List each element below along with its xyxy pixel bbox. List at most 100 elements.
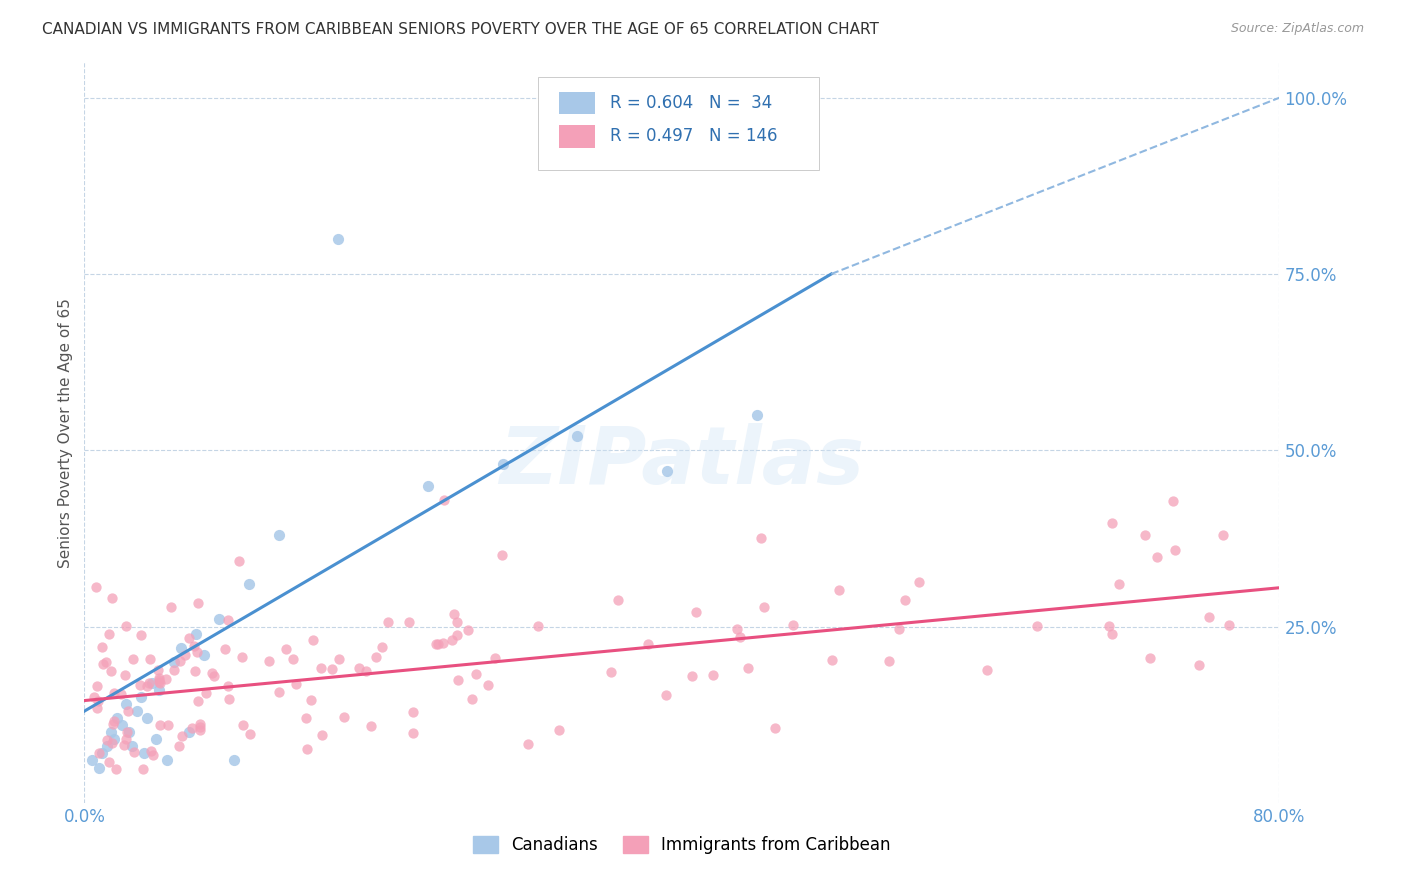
Point: [181, 721, 204, 735]
Point: [87, 694, 110, 708]
Point: [122, 651, 145, 665]
Point: [685, 605, 707, 619]
Point: [600, 665, 623, 680]
Point: [763, 721, 786, 735]
Point: [295, 711, 318, 725]
Point: [782, 618, 804, 632]
Point: [217, 679, 239, 693]
Point: [416, 478, 439, 492]
Text: ZIPatlas: ZIPatlas: [499, 423, 865, 501]
Point: [402, 706, 425, 720]
Point: [702, 667, 724, 681]
Point: [432, 636, 454, 650]
Point: [427, 637, 450, 651]
Point: [96, 739, 118, 754]
Point: [267, 685, 290, 699]
FancyBboxPatch shape: [538, 78, 820, 169]
Point: [132, 747, 156, 761]
Point: [446, 628, 468, 642]
Point: [328, 232, 350, 246]
Point: [111, 718, 134, 732]
Point: [637, 637, 659, 651]
Point: [887, 622, 910, 636]
Point: [548, 723, 571, 737]
Point: [115, 618, 138, 632]
Point: [169, 655, 191, 669]
Point: [80, 754, 103, 768]
Point: [217, 613, 239, 627]
Point: [174, 648, 197, 662]
Point: [446, 615, 468, 629]
Point: [136, 679, 159, 693]
Point: [190, 720, 212, 734]
FancyBboxPatch shape: [558, 92, 595, 114]
Point: [1101, 516, 1123, 530]
Point: [94, 655, 117, 669]
Point: [118, 725, 141, 739]
Point: [163, 655, 186, 669]
Point: [655, 464, 678, 478]
Point: [177, 725, 200, 739]
Point: [218, 692, 240, 706]
Point: [301, 632, 323, 647]
Point: [90, 640, 112, 654]
Legend: Canadians, Immigrants from Caribbean: Canadians, Immigrants from Caribbean: [467, 830, 897, 861]
Point: [267, 528, 290, 542]
Point: [655, 688, 678, 702]
Point: [115, 697, 138, 711]
Point: [222, 754, 245, 768]
Point: [976, 664, 998, 678]
Point: [877, 654, 900, 668]
Point: [299, 692, 322, 706]
Point: [104, 762, 127, 776]
Point: [208, 612, 231, 626]
Point: [114, 739, 136, 753]
Point: [457, 623, 479, 637]
Point: [186, 626, 208, 640]
Point: [148, 683, 170, 698]
Text: CANADIAN VS IMMIGRANTS FROM CARIBBEAN SENIORS POVERTY OVER THE AGE OF 65 CORRELA: CANADIAN VS IMMIGRANTS FROM CARIBBEAN SE…: [42, 22, 879, 37]
Point: [115, 731, 138, 746]
Point: [193, 648, 215, 662]
Point: [183, 639, 205, 653]
Point: [443, 607, 465, 621]
Point: [402, 725, 425, 739]
Point: [187, 596, 209, 610]
Point: [129, 678, 152, 692]
Point: [333, 709, 356, 723]
Point: [821, 653, 844, 667]
Point: [101, 716, 124, 731]
Point: [398, 615, 420, 629]
Point: [98, 756, 121, 770]
Point: [187, 694, 209, 708]
Point: [295, 742, 318, 756]
Point: [1133, 528, 1156, 542]
Point: [1101, 626, 1123, 640]
Point: [91, 657, 114, 672]
Point: [371, 640, 394, 654]
Point: [347, 660, 370, 674]
Point: [100, 725, 122, 739]
Point: [441, 632, 464, 647]
Point: [139, 651, 162, 665]
Point: [447, 673, 470, 687]
Point: [157, 718, 180, 732]
Point: [148, 663, 170, 677]
Point: [214, 642, 236, 657]
Point: [745, 408, 768, 422]
Point: [567, 429, 589, 443]
Point: [737, 661, 759, 675]
Point: [115, 725, 138, 739]
Point: [465, 667, 488, 681]
Point: [141, 676, 163, 690]
Point: [681, 669, 703, 683]
Point: [311, 728, 333, 742]
Text: R = 0.497   N = 146: R = 0.497 N = 146: [610, 128, 778, 145]
Text: R = 0.604   N =  34: R = 0.604 N = 34: [610, 95, 772, 112]
Point: [177, 631, 200, 645]
Point: [526, 619, 548, 633]
Point: [155, 673, 177, 687]
Point: [484, 651, 506, 665]
Point: [754, 600, 776, 615]
Point: [186, 645, 208, 659]
